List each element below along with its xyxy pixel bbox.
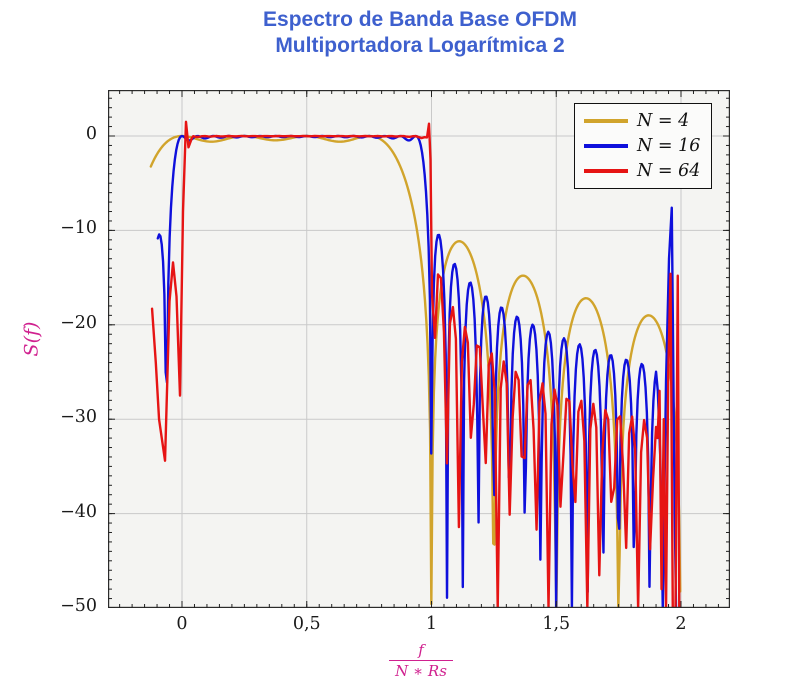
legend-item: N = 4 [575,111,711,131]
legend-item: N = 64 [575,161,711,181]
legend-label: N = 64 [637,161,701,182]
legend-item: N = 16 [575,136,711,156]
x-tick-label: 1 [425,614,438,634]
x-tick-label: 0,5 [292,614,321,634]
fraction-bar [389,660,453,661]
y-tick-label: −40 [60,501,97,522]
legend-label: N = 16 [637,135,701,156]
y-tick-label: 0 [85,124,97,144]
x-axis-label-numerator: f [418,641,424,659]
y-tick-label: −10 [60,218,97,239]
x-axis-label-denominator: N ∗ Rs [395,662,447,680]
x-tick-label: 2 [675,614,687,634]
legend-line-swatch [584,169,628,174]
chart-title-line-1: Espectro de Banda Base OFDM [263,8,577,31]
x-tick-label: 1,5 [542,614,571,634]
x-axis-label: f N ∗ Rs [389,641,453,680]
y-tick-label: −30 [60,407,97,428]
legend-line-swatch [584,143,628,148]
y-tick-label: −20 [60,312,97,333]
x-tick-label: 0 [176,614,188,634]
legend-label: N = 4 [637,110,690,131]
chart-title-line-2: Multiportadora Logarítmica 2 [275,34,565,57]
y-axis-label: S(f) [20,321,43,357]
legend-line-swatch [584,118,628,123]
y-tick-label: −50 [60,596,97,616]
legend-box: N = 4 N = 16 N = 64 [574,103,712,189]
series-line-64 [150,120,681,608]
